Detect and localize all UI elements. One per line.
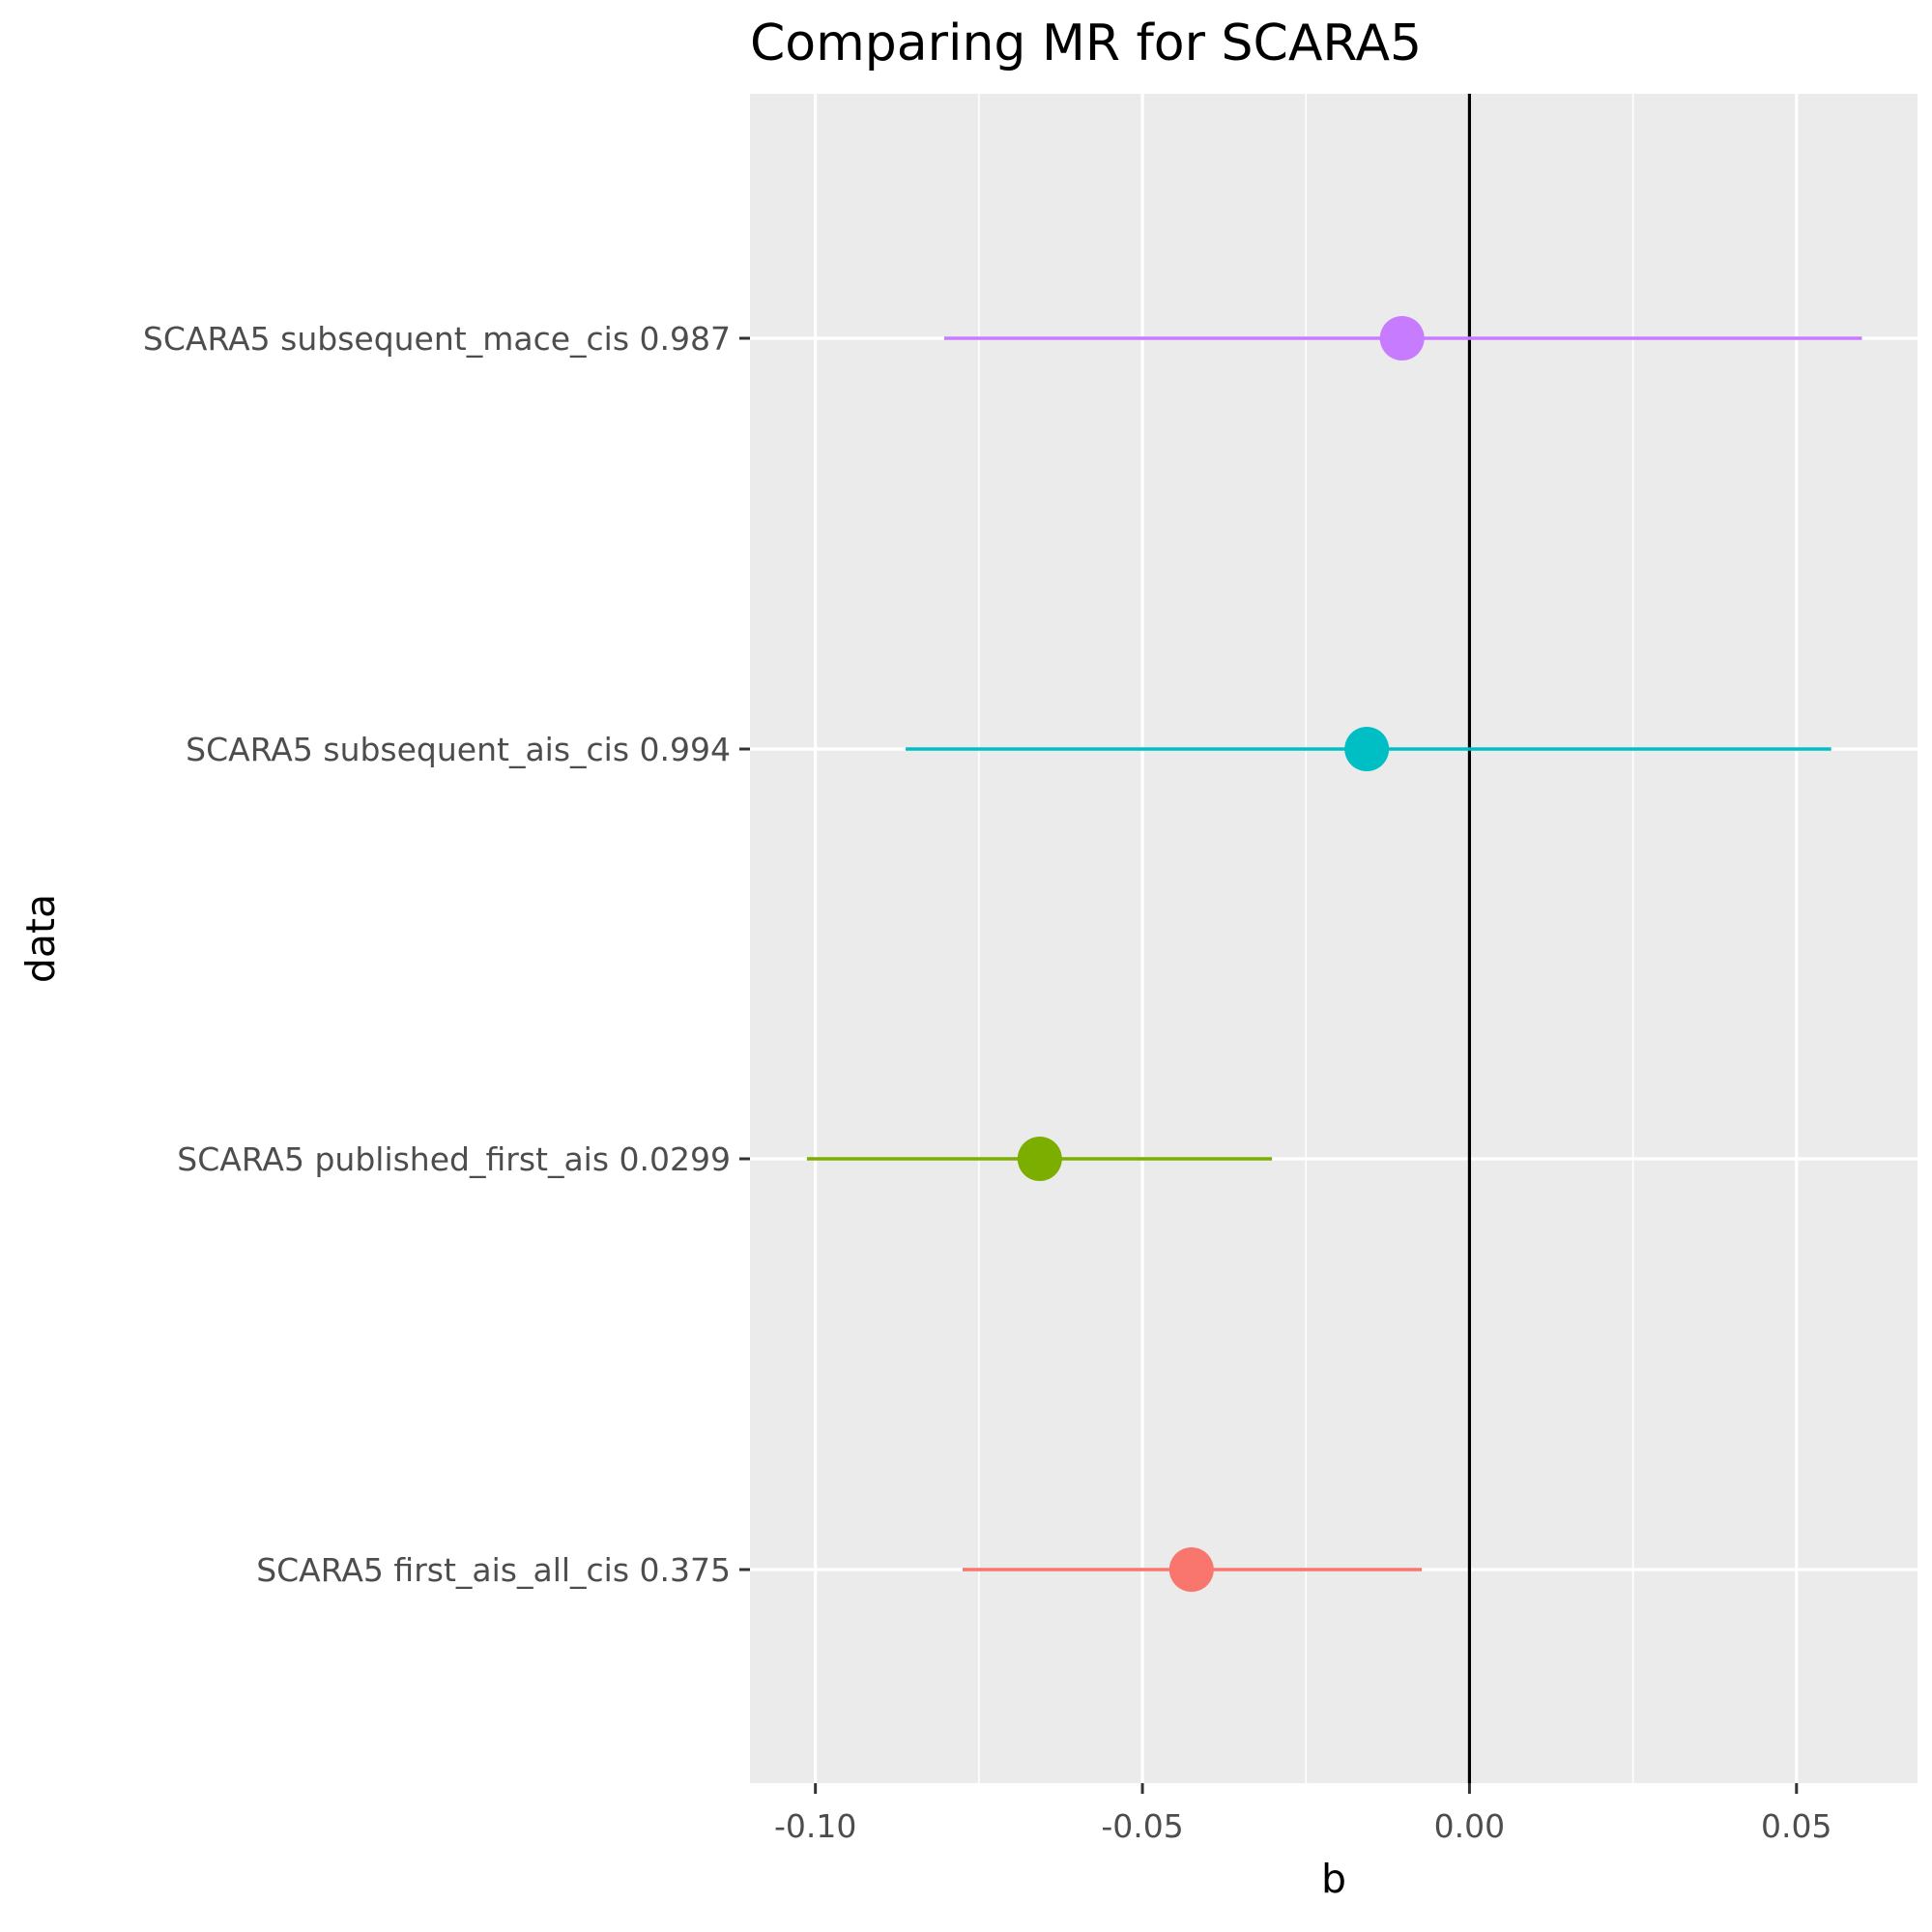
minor-grid: [978, 94, 1634, 1783]
x-tick-label: 0.05: [1761, 1807, 1831, 1845]
x-tick-label: 0.00: [1434, 1807, 1505, 1845]
y-tick-label: SCARA5 subsequent_mace_cis 0.987: [143, 320, 731, 358]
x-tick-label: -0.10: [774, 1807, 856, 1845]
estimate-points: [1017, 316, 1425, 1592]
chart-title: Comparing MR for SCARA5: [750, 14, 1422, 72]
y-tick-label: SCARA5 first_ais_all_cis 0.375: [256, 1551, 731, 1589]
y-tick-label: SCARA5 subsequent_ais_cis 0.994: [186, 731, 731, 768]
x-tick-label: -0.05: [1101, 1807, 1183, 1845]
plot-panel: [750, 94, 1918, 1783]
estimate-point: [1168, 1547, 1214, 1592]
x-axis: -0.10 -0.05 0.00 0.05: [774, 1783, 1832, 1845]
estimate-point: [1017, 1137, 1062, 1181]
estimate-point: [1379, 316, 1425, 360]
y-axis-title: data: [17, 894, 64, 983]
x-axis-title: b: [1321, 1856, 1346, 1902]
y-tick-label: SCARA5 published_first_ais 0.0299: [177, 1140, 731, 1178]
y-axis: SCARA5 first_ais_all_cis 0.375 SCARA5 pub…: [143, 320, 750, 1589]
estimate-point: [1344, 727, 1390, 771]
